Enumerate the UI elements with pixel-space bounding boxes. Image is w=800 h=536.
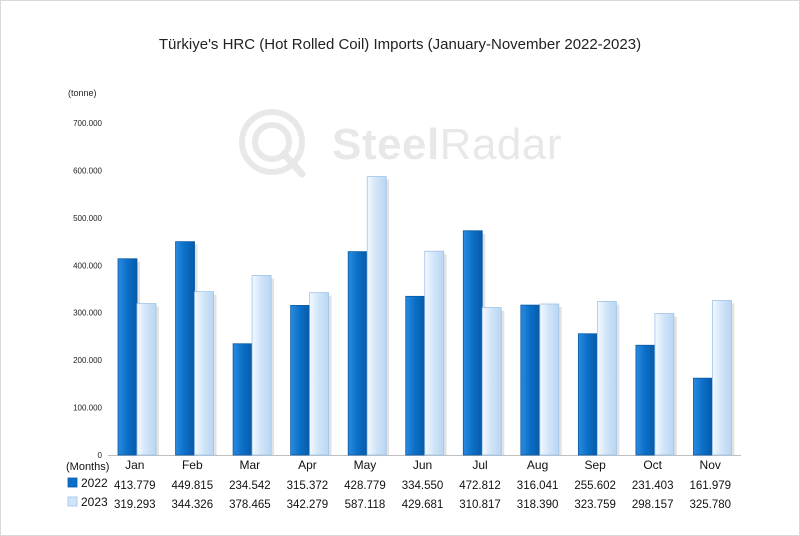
watermark-text: SteelRadar	[332, 120, 563, 169]
data-label-2023: 587.118	[345, 499, 386, 511]
data-label-2022: 231.403	[632, 480, 674, 492]
data-label-2023: 323.759	[574, 499, 616, 511]
x-tick-label: Oct	[643, 458, 662, 472]
bar-2023-Jul	[481, 307, 502, 456]
steelradar-logo-icon	[239, 109, 306, 178]
bar-2023-Jan	[136, 303, 157, 456]
data-label-2023: 342.279	[287, 499, 329, 511]
data-label-2022: 161.979	[689, 480, 731, 492]
x-tick-label: Sep	[584, 458, 606, 472]
data-label-2022: 334.550	[402, 480, 444, 492]
bar-2023-Apr	[309, 292, 330, 456]
y-tick-label: 500.000	[73, 214, 102, 223]
x-tick-label: Jun	[413, 458, 432, 472]
data-label-2023: 319.293	[114, 499, 156, 511]
x-tick-label: Mar	[240, 458, 261, 472]
bar-2023-Aug	[539, 303, 560, 456]
bar-2022-Aug	[520, 304, 541, 456]
bar-2022-Feb	[175, 241, 195, 456]
bar-2022-Jun	[405, 295, 426, 456]
x-axis-label: (Months)	[66, 461, 110, 473]
chart-title: Türkiye's HRC (Hot Rolled Coil) Imports …	[158, 36, 642, 53]
data-label-2022: 316.041	[517, 480, 559, 492]
bar-2023-Sep	[596, 301, 617, 456]
bar-2022-Mar	[232, 343, 253, 456]
steelradar-watermark: SteelRadar	[232, 104, 562, 184]
bar-2022-Oct	[635, 344, 656, 456]
legend-label-2022: 2022	[81, 476, 108, 490]
x-tick-label: May	[354, 458, 377, 472]
x-tick-label: Feb	[182, 458, 203, 472]
y-tick-label: 300.000	[73, 309, 102, 318]
x-tick-label: Jul	[472, 458, 487, 472]
data-label-2022: 255.602	[574, 480, 616, 492]
bar-2022-Jul	[462, 230, 483, 456]
bar-2023-Nov	[712, 300, 732, 456]
bar-2022-May	[347, 251, 368, 456]
data-label-2023: 318.390	[517, 499, 559, 511]
data-label-2023: 378.465	[229, 499, 271, 511]
y-tick-label: 0	[98, 451, 103, 460]
bar-2023-Jun	[424, 250, 445, 456]
y-tick-label: 600.000	[73, 166, 102, 175]
data-label-2022: 428.779	[344, 480, 386, 492]
data-label-2022: 449.815	[172, 480, 214, 492]
x-tick-label: Jan	[125, 458, 144, 472]
x-tick-label: Aug	[527, 458, 548, 472]
data-label-2023: 344.326	[172, 499, 214, 511]
bar-2022-Apr	[290, 305, 311, 456]
data-label-2022: 413.779	[114, 480, 156, 492]
y-axis-unit: (tonne)	[68, 88, 97, 98]
y-tick-label: 400.000	[73, 261, 102, 270]
x-tick-label: Apr	[298, 458, 317, 472]
bar-2023-Feb	[194, 291, 214, 456]
y-tick-label: 200.000	[73, 356, 102, 365]
y-tick-label: 700.000	[73, 119, 102, 128]
data-label-2022: 315.372	[287, 480, 329, 492]
bar-2022-Jan	[117, 258, 138, 456]
bar-2022-Sep	[577, 333, 598, 456]
bar-2022-Nov	[693, 377, 713, 456]
legend-key-2022	[67, 477, 78, 488]
bar-2023-May	[366, 176, 387, 456]
legend-key-2023	[67, 496, 78, 507]
data-label-2023: 310.817	[459, 499, 501, 511]
data-label-2023: 298.157	[632, 499, 674, 511]
data-label-2023: 325.780	[689, 499, 731, 511]
bar-2023-Mar	[251, 275, 272, 456]
bar-2023-Oct	[654, 313, 675, 456]
data-label-2022: 234.542	[229, 480, 271, 492]
data-label-2023: 429.681	[402, 499, 444, 511]
y-tick-label: 100.000	[73, 404, 102, 413]
x-tick-label: Nov	[700, 458, 721, 472]
data-label-2022: 472.812	[459, 480, 501, 492]
legend-label-2023: 2023	[81, 495, 108, 509]
